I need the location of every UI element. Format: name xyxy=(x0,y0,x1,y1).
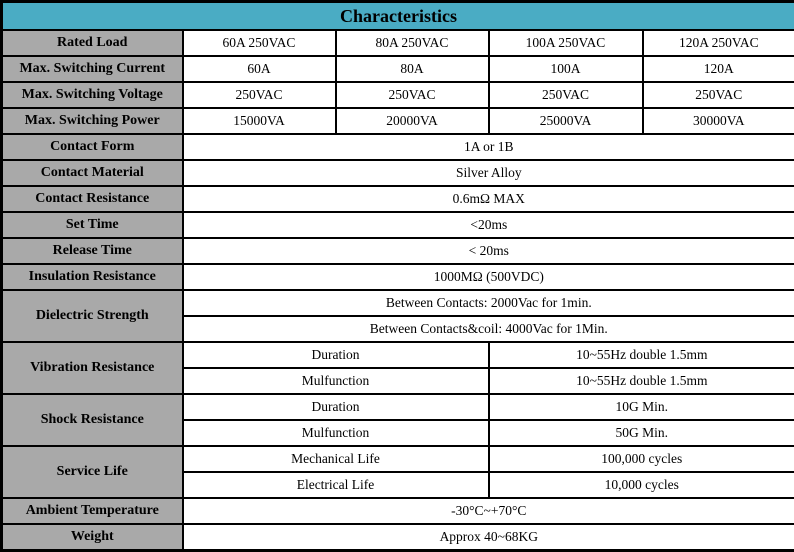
row-insulation-resistance: Insulation Resistance 1000MΩ (500VDC) xyxy=(2,264,794,290)
service-life-label: Service Life xyxy=(2,446,183,498)
ambient-temperature-label: Ambient Temperature xyxy=(2,498,183,524)
contact-resistance-label: Contact Resistance xyxy=(2,186,183,212)
mechanical-life-value: 100,000 cycles xyxy=(489,446,794,472)
contact-resistance-value: 0.6mΩ MAX xyxy=(183,186,794,212)
rated-load-value-1: 60A 250VAC xyxy=(183,30,336,56)
contact-form-label: Contact Form xyxy=(2,134,183,160)
shock-mulfunction-value: 50G Min. xyxy=(489,420,794,446)
row-ambient-temperature: Ambient Temperature -30°C~+70°C xyxy=(2,498,794,524)
title-row: Characteristics xyxy=(2,2,794,31)
table-title: Characteristics xyxy=(2,2,794,31)
shock-duration-label: Duration xyxy=(183,394,489,420)
insulation-resistance-label: Insulation Resistance xyxy=(2,264,183,290)
vibration-duration-value: 10~55Hz double 1.5mm xyxy=(489,342,794,368)
contact-material-value: Silver Alloy xyxy=(183,160,794,186)
release-time-value: < 20ms xyxy=(183,238,794,264)
max-switching-power-value-3: 25000VA xyxy=(489,108,643,134)
row-shock-resistance-1: Shock Resistance Duration 10G Min. xyxy=(2,394,794,420)
contact-material-label: Contact Material xyxy=(2,160,183,186)
set-time-value: <20ms xyxy=(183,212,794,238)
row-vibration-resistance-1: Vibration Resistance Duration 10~55Hz do… xyxy=(2,342,794,368)
dielectric-strength-value-2: Between Contacts&coil: 4000Vac for 1Min. xyxy=(183,316,794,342)
rated-load-value-2: 80A 250VAC xyxy=(336,30,489,56)
max-switching-voltage-label: Max. Switching Voltage xyxy=(2,82,183,108)
max-switching-power-value-1: 15000VA xyxy=(183,108,336,134)
max-switching-current-value-3: 100A xyxy=(489,56,643,82)
max-switching-power-value-4: 30000VA xyxy=(643,108,794,134)
row-max-switching-power: Max. Switching Power 15000VA 20000VA 250… xyxy=(2,108,794,134)
max-switching-power-label: Max. Switching Power xyxy=(2,108,183,134)
set-time-label: Set Time xyxy=(2,212,183,238)
row-weight: Weight Approx 40~68KG xyxy=(2,524,794,550)
max-switching-current-label: Max. Switching Current xyxy=(2,56,183,82)
insulation-resistance-value: 1000MΩ (500VDC) xyxy=(183,264,794,290)
rated-load-value-4: 120A 250VAC xyxy=(643,30,794,56)
vibration-duration-label: Duration xyxy=(183,342,489,368)
ambient-temperature-value: -30°C~+70°C xyxy=(183,498,794,524)
vibration-mulfunction-label: Mulfunction xyxy=(183,368,489,394)
weight-value: Approx 40~68KG xyxy=(183,524,794,550)
row-contact-material: Contact Material Silver Alloy xyxy=(2,160,794,186)
max-switching-voltage-value-3: 250VAC xyxy=(489,82,643,108)
dielectric-strength-label: Dielectric Strength xyxy=(2,290,183,342)
shock-resistance-label: Shock Resistance xyxy=(2,394,183,446)
row-rated-load: Rated Load 60A 250VAC 80A 250VAC 100A 25… xyxy=(2,30,794,56)
contact-form-value: 1A or 1B xyxy=(183,134,794,160)
row-contact-form: Contact Form 1A or 1B xyxy=(2,134,794,160)
shock-duration-value: 10G Min. xyxy=(489,394,794,420)
dielectric-strength-value-1: Between Contacts: 2000Vac for 1min. xyxy=(183,290,794,316)
row-max-switching-current: Max. Switching Current 60A 80A 100A 120A xyxy=(2,56,794,82)
row-max-switching-voltage: Max. Switching Voltage 250VAC 250VAC 250… xyxy=(2,82,794,108)
rated-load-value-3: 100A 250VAC xyxy=(489,30,643,56)
electrical-life-value: 10,000 cycles xyxy=(489,472,794,498)
max-switching-current-value-1: 60A xyxy=(183,56,336,82)
mechanical-life-label: Mechanical Life xyxy=(183,446,489,472)
row-set-time: Set Time <20ms xyxy=(2,212,794,238)
shock-mulfunction-label: Mulfunction xyxy=(183,420,489,446)
row-release-time: Release Time < 20ms xyxy=(2,238,794,264)
row-contact-resistance: Contact Resistance 0.6mΩ MAX xyxy=(2,186,794,212)
rated-load-label: Rated Load xyxy=(2,30,183,56)
row-dielectric-strength-1: Dielectric Strength Between Contacts: 20… xyxy=(2,290,794,316)
row-service-life-1: Service Life Mechanical Life 100,000 cyc… xyxy=(2,446,794,472)
electrical-life-label: Electrical Life xyxy=(183,472,489,498)
max-switching-power-value-2: 20000VA xyxy=(336,108,489,134)
max-switching-voltage-value-2: 250VAC xyxy=(336,82,489,108)
max-switching-voltage-value-1: 250VAC xyxy=(183,82,336,108)
weight-label: Weight xyxy=(2,524,183,550)
max-switching-current-value-4: 120A xyxy=(643,56,794,82)
vibration-resistance-label: Vibration Resistance xyxy=(2,342,183,394)
max-switching-voltage-value-4: 250VAC xyxy=(643,82,794,108)
release-time-label: Release Time xyxy=(2,238,183,264)
vibration-mulfunction-value: 10~55Hz double 1.5mm xyxy=(489,368,794,394)
max-switching-current-value-2: 80A xyxy=(336,56,489,82)
